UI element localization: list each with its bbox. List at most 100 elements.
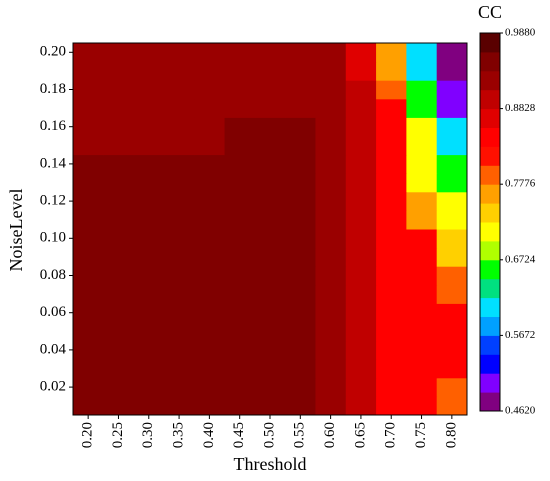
heat-cell [376,303,407,323]
heat-cell [103,340,135,360]
heat-cell [376,247,407,267]
heat-cell [103,136,135,156]
heat-cell [406,247,438,267]
heat-cell [224,136,256,156]
heat-cell [163,377,195,397]
colorbar-swatch [480,146,500,166]
heat-cell [133,210,165,230]
heat-cell [376,98,407,118]
heat-cell [406,340,438,360]
y-tick-label: 0.02 [40,379,66,395]
heat-cell [73,266,104,286]
heat-cell [345,61,377,81]
heat-cell [133,117,165,137]
heat-cell [406,303,438,323]
heat-cell [406,136,438,156]
heat-cell [194,61,226,81]
heat-cell [194,210,226,230]
x-tick-label: 0.55 [292,422,308,448]
heat-cell [103,43,135,63]
heat-cell [194,136,226,156]
colorbar-swatch [480,33,500,53]
heat-cell [103,229,135,249]
heat-cell [224,303,256,323]
heat-cell [285,322,316,342]
heat-cell [436,284,468,304]
heat-cell [376,154,407,174]
heat-cell [406,210,438,230]
heat-cell [285,229,316,249]
heat-cell [163,340,195,360]
colorbar-swatch [480,240,500,261]
heat-cell [194,340,226,360]
heat-cell [103,117,135,137]
x-tick-label: 0.75 [413,422,429,448]
heat-cell [133,340,165,360]
heat-cell [376,396,407,416]
heat-cell [194,43,226,63]
heat-cell [345,229,377,249]
heat-cell [406,173,438,193]
heat-cell [285,340,316,360]
heat-cell [315,43,347,63]
heat-cell [133,284,165,304]
heat-cell [73,396,104,416]
heat-cell [345,98,377,118]
heat-cell [436,80,468,100]
y-tick-label: 0.12 [40,193,66,209]
heat-cell [163,117,195,137]
heat-cell [315,154,347,174]
heat-cell [285,173,316,193]
heat-cell [194,117,226,137]
heat-cell [436,98,468,118]
heat-cell [73,359,104,379]
heat-cell [254,173,286,193]
heat-cell [163,210,195,230]
heat-cell [436,303,468,323]
heat-cell [285,284,316,304]
heat-cell [103,266,135,286]
heat-cell [406,43,438,63]
heat-cell [376,322,407,342]
x-tick-label: 0.45 [231,422,247,448]
heat-cell [103,154,135,174]
heat-cell [103,322,135,342]
heat-cell [194,359,226,379]
heat-cell [436,359,468,379]
x-tick-label: 0.80 [443,422,459,448]
heat-cell [436,191,468,211]
y-tick-label: 0.08 [40,267,66,283]
heat-cell [254,80,286,100]
heat-cell [133,154,165,174]
heat-cell [285,61,316,81]
heat-cell [133,80,165,100]
heat-cell [436,396,468,416]
colorbar-swatch [480,316,500,336]
heat-cell [133,247,165,267]
heat-cell [315,136,347,156]
heat-cell [133,229,165,249]
heat-cell [376,377,407,397]
heat-cell [254,284,286,304]
heat-cell [224,377,256,397]
heat-cell [163,359,195,379]
heat-cell [315,284,347,304]
heat-cell [436,117,468,137]
heat-cell [224,247,256,267]
heat-cell [224,210,256,230]
heat-cell [254,247,286,267]
heat-cell [285,136,316,156]
y-tick-label: 0.20 [40,44,66,60]
heat-cell [194,80,226,100]
heat-cell [285,154,316,174]
heat-cell [73,80,104,100]
heat-cell [376,117,407,137]
heat-cell [73,154,104,174]
heat-cell [285,359,316,379]
heat-cell [133,173,165,193]
heat-cell [224,229,256,249]
x-tick-label: 0.40 [201,422,217,448]
heat-cell [163,322,195,342]
heat-cell [406,98,438,118]
heat-cell [163,154,195,174]
